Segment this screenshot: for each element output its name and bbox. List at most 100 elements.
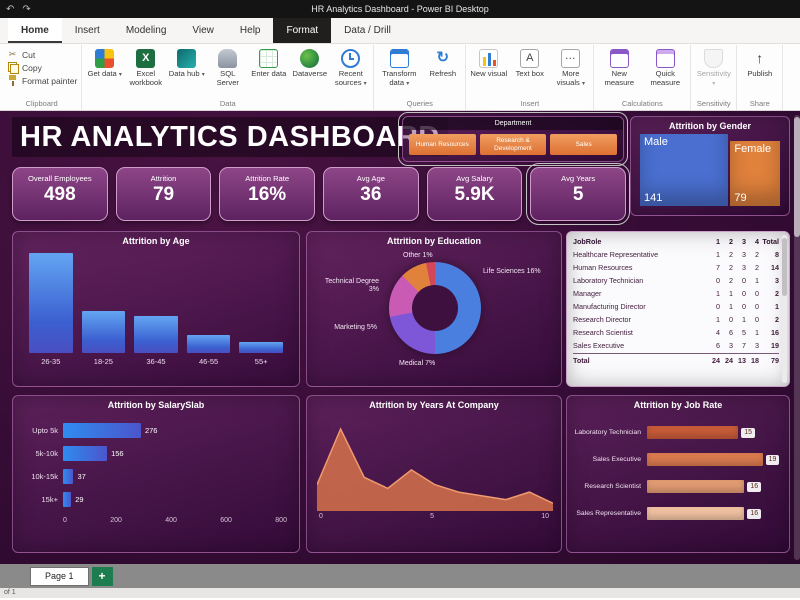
bar-18-25[interactable] <box>81 310 126 353</box>
salary-slab-chart-panel[interactable]: Attrition by SalarySlab Upto 5k 276 5k-10k… <box>12 395 300 553</box>
gender-bar-female[interactable]: Female 79 <box>730 141 780 206</box>
job-rate-chart-panel[interactable]: Attrition by Job Rate Laboratory Technic… <box>566 395 790 553</box>
education-chart-panel[interactable]: Attrition by Education Other 1% Life Sci… <box>306 231 562 387</box>
tab-format[interactable]: Format <box>273 18 332 43</box>
age-category-label: 18-25 <box>93 357 113 366</box>
table-row[interactable]: Healthcare Representative 1 2 3 2 8 <box>573 248 779 261</box>
cell: 6 <box>716 341 720 350</box>
transform-data-button[interactable]: Transform data ▾ <box>376 45 422 87</box>
bar-26-35[interactable] <box>29 253 73 353</box>
undo-icon[interactable]: ↶ <box>6 3 15 15</box>
kpi-card-avg-years[interactable]: Avg Years 5 <box>526 163 631 225</box>
ribbon-group-data: Get data ▾ X Excel workbook Data hub ▾ S… <box>82 45 375 110</box>
cell: 0 <box>729 315 733 324</box>
table-row[interactable]: Sales Executive 6 3 7 3 19 <box>573 339 779 352</box>
slicer-option-sales[interactable]: Sales <box>550 134 618 155</box>
more-visuals-button[interactable]: … More visuals ▾ <box>556 49 585 87</box>
group-label-data: Data <box>219 99 236 108</box>
years-at-company-chart-panel[interactable]: Attrition by Years At Company 0 5 10 <box>306 395 562 553</box>
salary-bar-track: 276 <box>63 423 289 438</box>
slicer-option-human-resources[interactable]: Human Resources <box>409 134 476 155</box>
quick-measure-button[interactable]: Quick measure <box>642 45 688 87</box>
tab-modeling[interactable]: Modeling <box>125 25 167 36</box>
sql-server-button[interactable]: SQL Server <box>207 45 248 87</box>
table-row[interactable]: Manager 1 1 0 0 2 <box>573 287 779 300</box>
salary-row: 5k-10k 156 <box>19 442 289 465</box>
table-row[interactable]: Research Director 1 0 1 0 2 <box>573 313 779 326</box>
get-data-button[interactable]: Get data ▾ <box>84 45 125 79</box>
publish-button[interactable]: ↑ Publish <box>747 50 773 78</box>
gender-chart-panel[interactable]: Attrition by Gender Male 141 Female 79 <box>630 116 790 216</box>
format-painter-button[interactable]: Format painter <box>6 75 77 86</box>
education-donut[interactable] <box>389 262 481 354</box>
scrollbar-thumb[interactable] <box>782 238 787 296</box>
jobrate-value-label: 15 <box>741 427 756 438</box>
recent-sources-button[interactable]: Recent sources ▾ <box>330 45 371 87</box>
data-hub-button[interactable]: Data hub ▾ <box>166 45 207 79</box>
cell: 0 <box>742 289 746 298</box>
page-tab[interactable]: Page 1 <box>30 566 89 586</box>
sensitivity-button[interactable]: Sensitivity ▾ <box>693 45 734 87</box>
report-canvas[interactable]: HR ANALYTICS DASHBOARD Department Human … <box>0 111 800 564</box>
new-measure-button[interactable]: New measure <box>596 45 642 87</box>
gender-bar-male[interactable]: Male 141 <box>640 134 729 206</box>
copy-button[interactable]: Copy <box>6 62 42 74</box>
kpi-card-overall-employees[interactable]: Overall Employees 498 <box>12 167 108 221</box>
kpi-card-avg-salary[interactable]: Avg Salary 5.9K <box>426 167 523 221</box>
tab-help[interactable]: Help <box>239 25 261 36</box>
table-row[interactable]: Manufacturing Director 0 1 0 0 1 <box>573 300 779 313</box>
transform-data-icon <box>389 49 409 68</box>
department-slicer[interactable]: Department Human Resources Research & Dev… <box>398 112 628 166</box>
scrollbar-thumb[interactable] <box>794 117 800 237</box>
refresh-button[interactable]: ↻ Refresh <box>429 49 457 78</box>
tab-insert[interactable]: Insert <box>74 25 100 36</box>
table-row[interactable]: Research Scientist 4 6 5 1 16 <box>573 326 779 339</box>
redo-icon[interactable]: ↷ <box>22 3 31 15</box>
bar-5k-10k[interactable] <box>63 446 108 461</box>
cell: 1 <box>755 276 759 285</box>
new-visual-button[interactable]: New visual <box>468 45 509 79</box>
jobrate-bar-track: 19 <box>647 453 783 466</box>
add-page-button[interactable]: + <box>91 566 113 586</box>
table-row[interactable]: Human Resources 7 2 3 2 14 <box>573 261 779 274</box>
group-label-clipboard: Clipboard <box>25 99 58 108</box>
chevron-down-icon: ▾ <box>201 72 205 78</box>
kpi-card-attrition[interactable]: Attrition 79 <box>115 167 212 221</box>
age-chart-panel[interactable]: Attrition by Age 26-35 18-25 36-45 46-55 55+ <box>12 231 300 387</box>
jobrate-plot: Laboratory Technician 15 Sales Executive 19… <box>571 419 783 527</box>
group-label-share: Share <box>749 99 770 108</box>
bar-research-scientist[interactable] <box>647 480 745 493</box>
kpi-card-avg-age[interactable]: Avg Age 36 <box>323 167 419 221</box>
bar-46-55[interactable] <box>186 334 231 353</box>
cell: 0 <box>716 276 720 285</box>
axis-tick: 0 <box>63 517 67 524</box>
group-label-queries: Queries <box>406 99 433 108</box>
enter-data-button[interactable]: Enter data <box>248 45 289 79</box>
tab-home[interactable]: Home <box>8 18 62 43</box>
table-scrollbar[interactable] <box>782 235 787 383</box>
slicer-option-research-development[interactable]: Research & Development <box>479 134 547 155</box>
gender-label: Male <box>644 136 668 148</box>
text-box-button[interactable]: A Text box <box>509 45 550 79</box>
text-box-icon: A <box>520 49 540 68</box>
cut-button[interactable]: ✂ Cut <box>6 49 36 60</box>
cell: 1 <box>716 289 720 298</box>
job-role-table-panel[interactable]: JobRole 1 2 3 4 Total Healthcare Representativ… <box>566 231 790 387</box>
bar-10k-15k[interactable] <box>63 469 74 484</box>
bar-sales-representative[interactable] <box>647 507 745 520</box>
cell: 0 <box>742 302 746 311</box>
bar-15k[interactable] <box>63 492 72 507</box>
canvas-scrollbar[interactable] <box>794 115 800 560</box>
bar-laboratory-technician[interactable] <box>647 426 739 439</box>
tab-view[interactable]: View <box>192 25 214 36</box>
bar-36-45[interactable] <box>134 316 178 353</box>
bar-upto-5k[interactable] <box>63 423 141 438</box>
bar-sales-executive[interactable] <box>647 453 763 466</box>
tab-data-drill[interactable]: Data / Drill <box>344 25 391 36</box>
dataverse-button[interactable]: Dataverse <box>289 45 330 79</box>
excel-workbook-button[interactable]: X Excel workbook <box>125 45 166 87</box>
callout-medical: Medical 7% <box>399 360 436 367</box>
bar-55[interactable] <box>239 342 283 353</box>
kpi-card-attrition-rate[interactable]: Attrition Rate 16% <box>219 167 316 221</box>
table-row[interactable]: Laboratory Technician 0 2 0 1 3 <box>573 274 779 287</box>
